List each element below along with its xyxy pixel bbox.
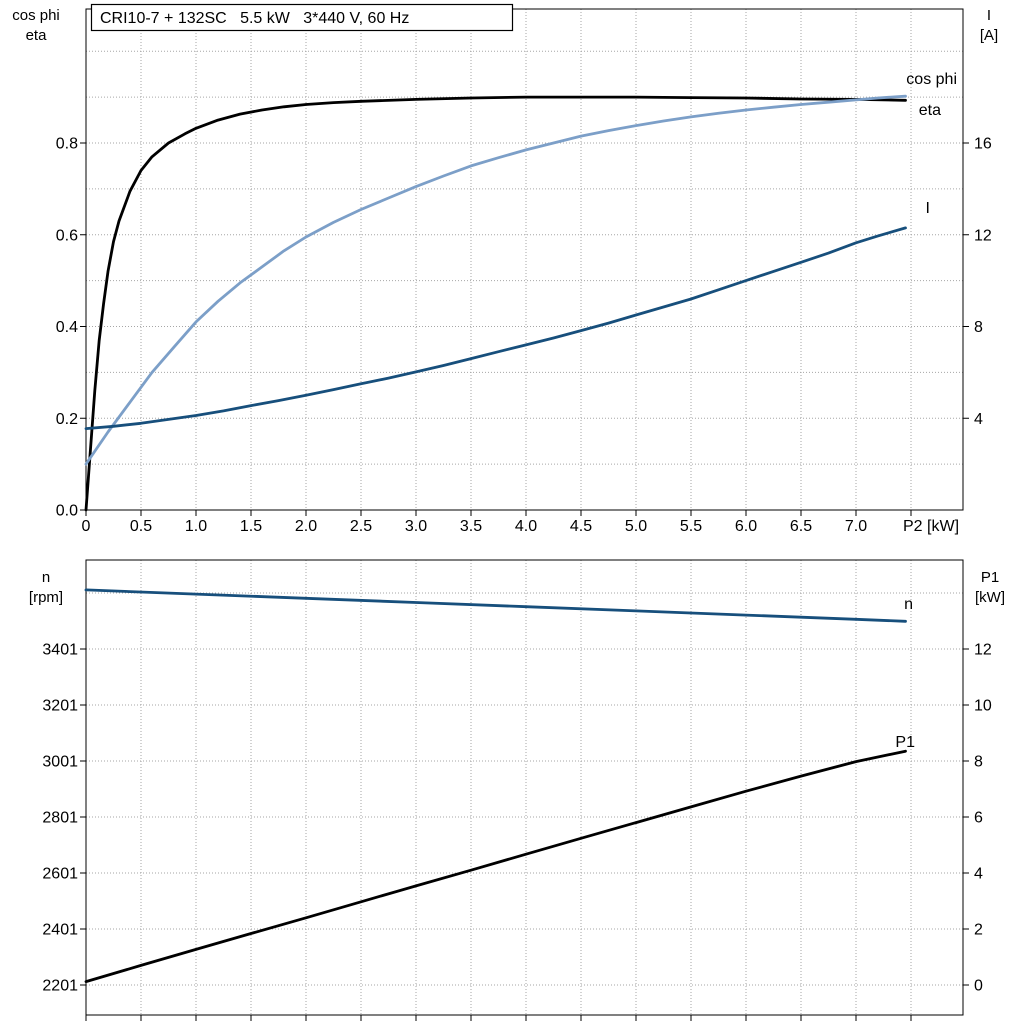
y-right-tick-label: 2: [974, 922, 983, 939]
y-left-tick-label: 2601: [42, 866, 78, 883]
y-right-tick-label: 6: [974, 810, 983, 827]
y-left-tick-label: 0.4: [56, 319, 78, 336]
bottom-left-axis-label-line2: [rpm]: [29, 589, 63, 606]
x-tick-label: 6.5: [790, 518, 812, 535]
x-tick-label: 1.5: [240, 518, 262, 535]
x-tick-label: 0: [82, 518, 91, 535]
plot-frame: [85, 8, 964, 511]
y-right-tick-label: 4: [974, 866, 983, 883]
plot-frame: [85, 559, 964, 1016]
chart-title: CRI10-7 + 132SC 5.5 kW 3*440 V, 60 Hz: [100, 10, 409, 27]
x-tick-label: 0.5: [130, 518, 152, 535]
y-right-tick-label: 12: [974, 642, 992, 659]
y-left-tick-label: 2801: [42, 810, 78, 827]
y-right-tick-label: 12: [974, 227, 992, 244]
curve-label-i: I: [926, 200, 930, 217]
bottom-right-axis-label-line2: [kW]: [975, 589, 1005, 606]
x-tick-label: 4.5: [570, 518, 592, 535]
y-right-tick-label: 16: [974, 136, 992, 153]
y-left-tick-label: 2201: [42, 978, 78, 995]
y-left-tick-label: 0.0: [56, 503, 78, 520]
y-left-tick-label: 3401: [42, 642, 78, 659]
top-left-axis-label-line2: eta: [26, 27, 48, 44]
x-tick-label: 3.5: [460, 518, 482, 535]
curve-p1: [84, 749, 907, 983]
curve-n: [84, 588, 907, 623]
top-right-axis-label-line2: [A]: [980, 27, 998, 44]
y-left-tick-label: 0.2: [56, 411, 78, 428]
curve-eta: [84, 95, 907, 512]
x-tick-label: 4.0: [515, 518, 537, 535]
curve-i: [84, 226, 907, 431]
y-left-tick-label: 3001: [42, 754, 78, 771]
curve-label-p1: P1: [895, 734, 915, 751]
x-tick-label: 7.0: [845, 518, 867, 535]
top-right-axis-label-line1: I: [987, 7, 991, 24]
x-tick-label: 2.0: [295, 518, 317, 535]
bottom-left-axis-label-line1: n: [42, 569, 50, 586]
curve-cos-phi: [84, 94, 907, 466]
y-left-tick-label: 0.8: [56, 136, 78, 153]
x-axis-label: P2 [kW]: [903, 518, 959, 535]
y-right-tick-label: 8: [974, 319, 983, 336]
curve-label-n: n: [904, 596, 913, 613]
x-tick-label: 3.0: [405, 518, 427, 535]
y-right-tick-label: 8: [974, 754, 983, 771]
y-right-tick-label: 0: [974, 978, 983, 995]
x-tick-label: 1.0: [185, 518, 207, 535]
title-box: [90, 3, 514, 32]
curve-label-cos-phi: cos phi: [906, 71, 957, 88]
generated-chart-layer: 0.0 0.2 0.4 0.6 0.8 4 8 12 16 0 0.5 1.0 1.5 2.0 2.5 3.0…: [42, 8, 992, 1021]
y-left-tick-label: 2401: [42, 922, 78, 939]
top-left-axis-label-line1: cos phi: [12, 7, 60, 24]
x-tick-label: 5.0: [625, 518, 647, 535]
y-right-tick-label: 4: [974, 411, 983, 428]
x-tick-label: 2.5: [350, 518, 372, 535]
x-tick-label: 6.0: [735, 518, 757, 535]
y-left-tick-label: 0.6: [56, 227, 78, 244]
x-tick-label: 5.5: [680, 518, 702, 535]
y-right-tick-label: 10: [974, 698, 992, 715]
bottom-right-axis-label-line1: P1: [981, 569, 999, 586]
y-left-tick-label: 3201: [42, 698, 78, 715]
curve-label-eta: eta: [919, 102, 941, 119]
